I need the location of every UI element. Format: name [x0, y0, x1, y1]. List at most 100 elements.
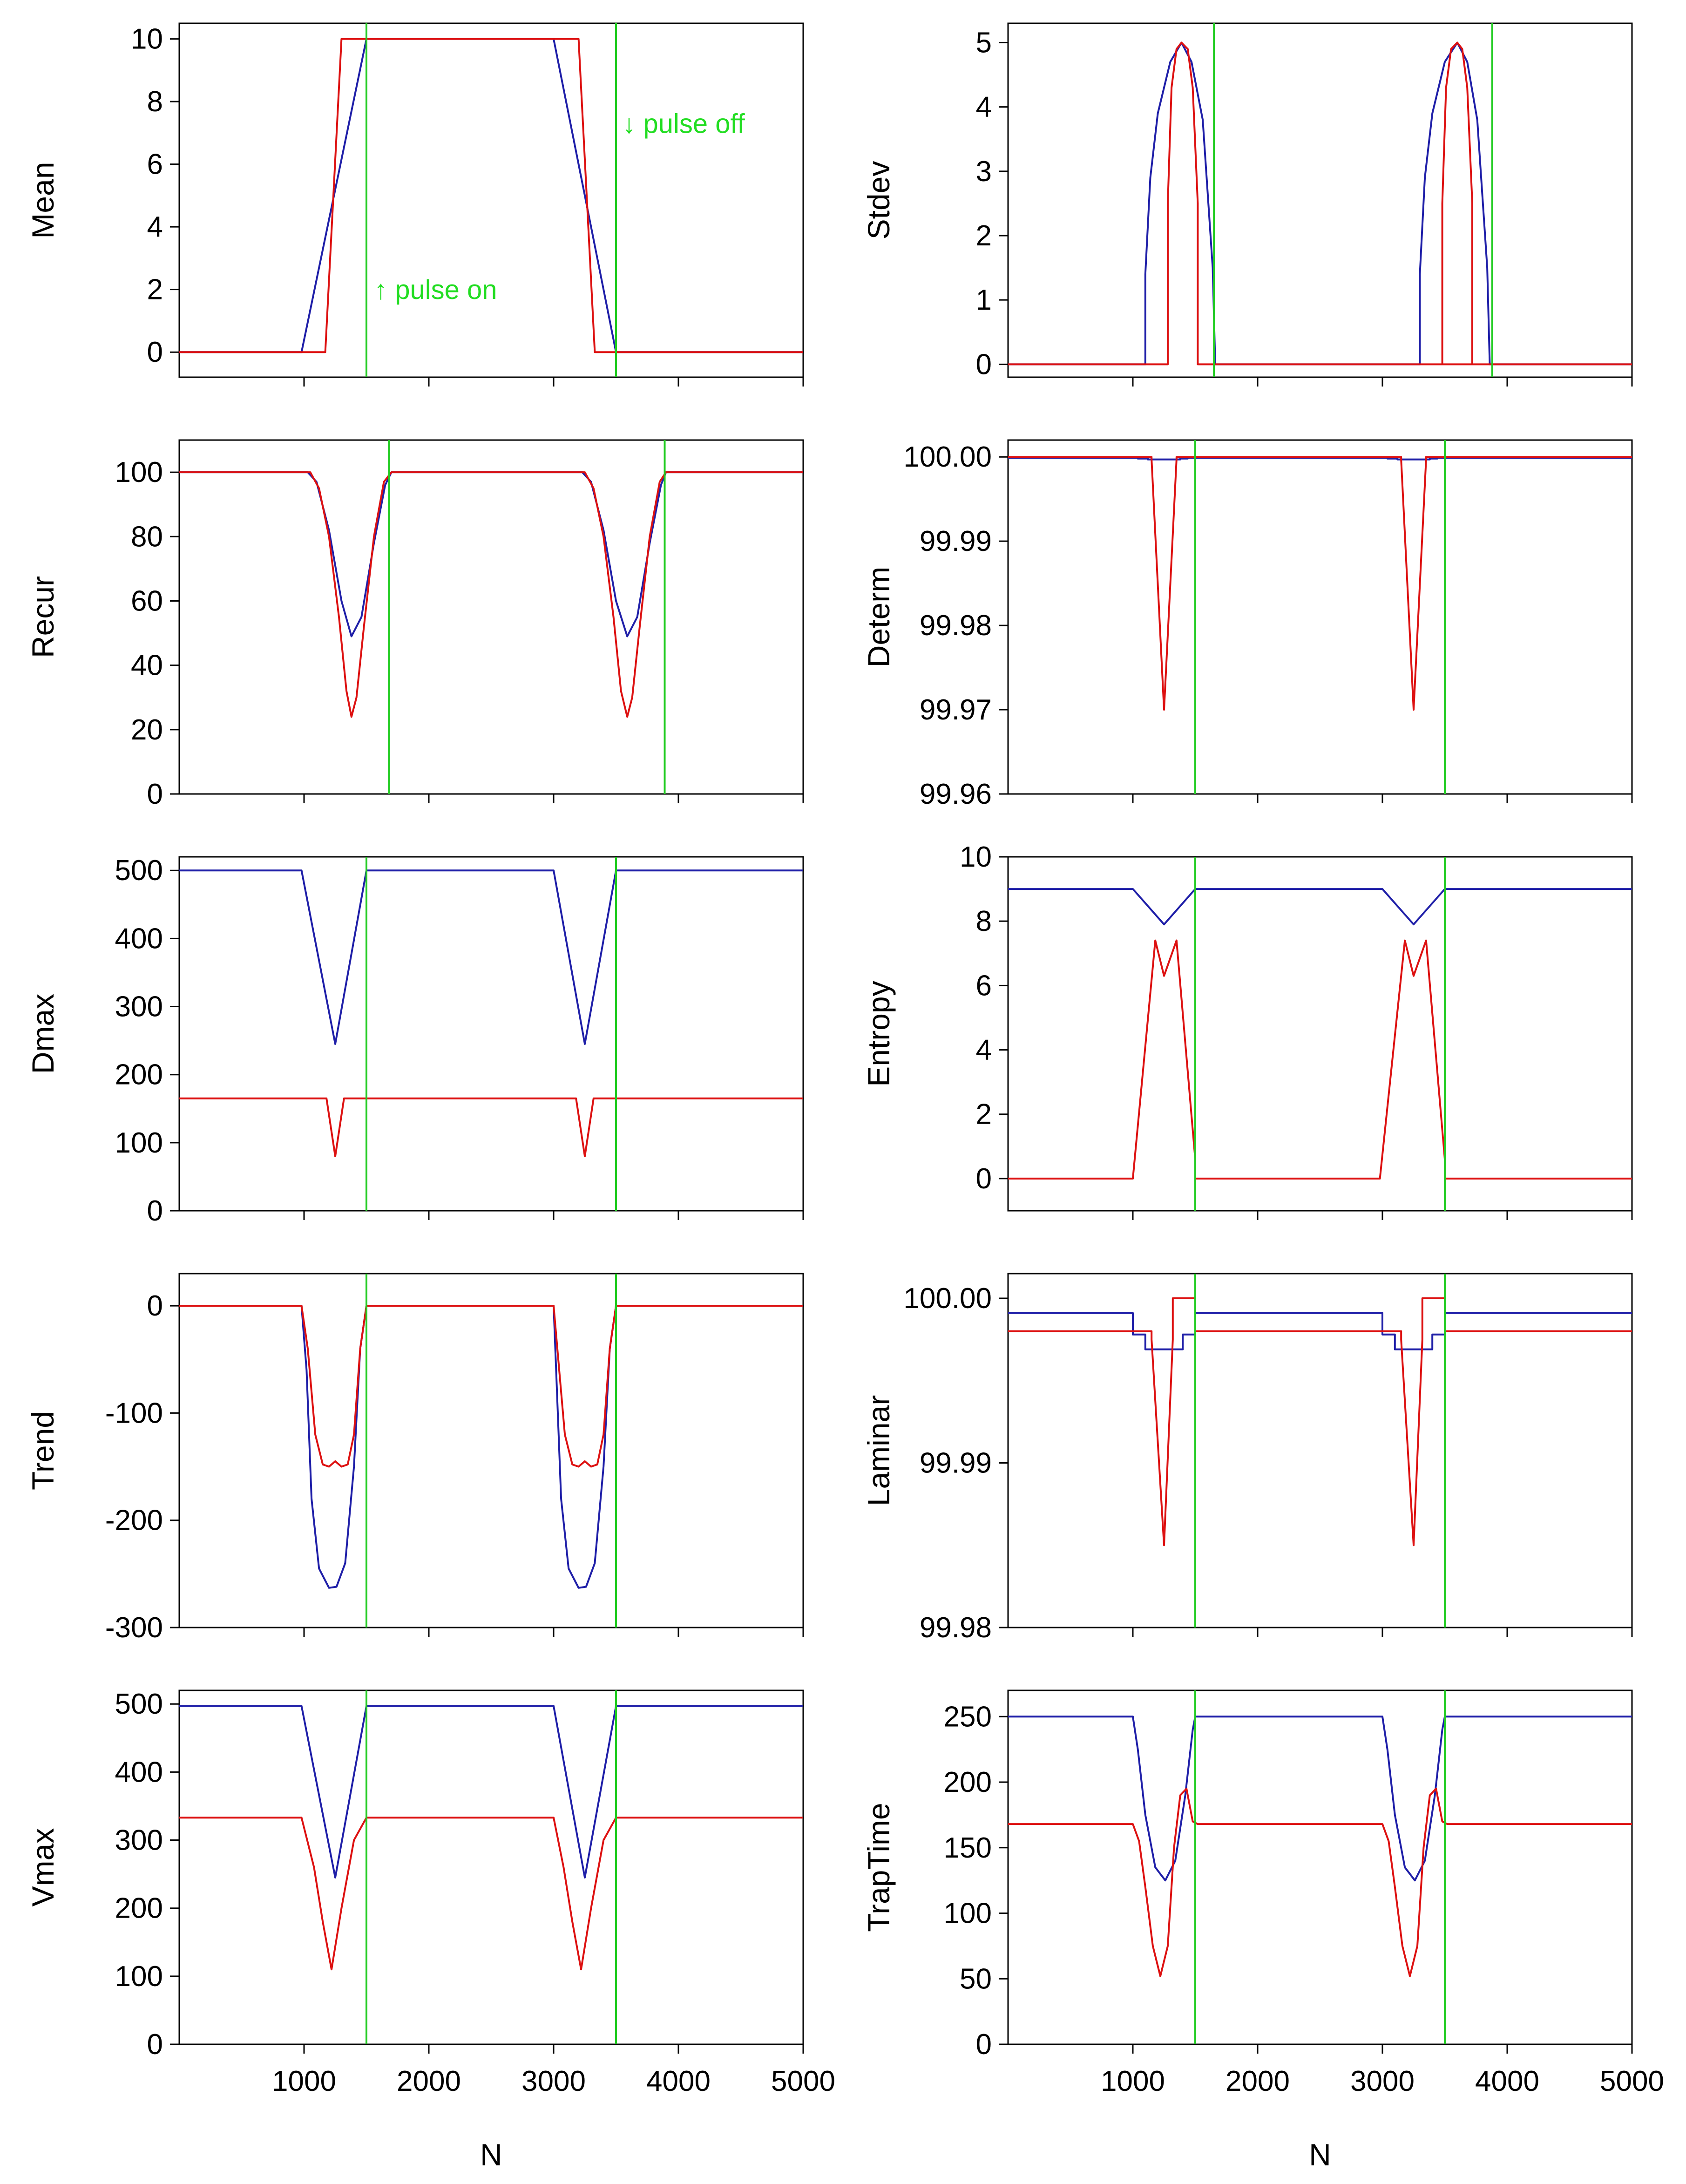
panel-vmax-y-tick-label: 400 [115, 1756, 163, 1788]
panel-mean-y-tick-label: 6 [147, 149, 163, 181]
panel-traptime-xlabel: N [1309, 2137, 1331, 2172]
panel-mean-frame [178, 22, 804, 378]
panel-recur-series-red [179, 471, 803, 718]
panel-stdev-series-red [1008, 41, 1632, 366]
panel-trend: -300 -200 -100 0 Trend [26, 1273, 804, 1644]
panel-traptime-plot-area [1008, 1690, 1632, 2044]
panel-mean-series-blue [179, 38, 803, 353]
panel-trend-y-tick-label: -200 [105, 1505, 163, 1537]
panel-stdev: 0 1 2 3 4 5 Stdev [861, 22, 1633, 387]
panel-entropy-series-red [1008, 939, 1632, 1180]
panel-vmax: 1000 2000 3000 4000 5000 0 100 200 300 400 500 Vmax… [26, 1688, 835, 2172]
panel-vmax-y-tick-label: 100 [115, 1960, 163, 1993]
panel-dmax-y-tick-label: 0 [147, 1195, 163, 1227]
panel-determ-plot-area [1008, 440, 1632, 794]
panel-stdev-plot-area [1008, 23, 1632, 377]
panel-traptime-frame [1007, 1689, 1633, 2045]
panel-entropy-series-blue [1008, 888, 1632, 926]
panel-stdev-y-tick-label: 1 [976, 284, 992, 316]
panel-laminar-y-tick-label: 99.99 [920, 1447, 992, 1479]
panel-traptime-ylabel: TrapTime [861, 1803, 896, 1932]
panel-laminar-series-blue [1008, 1312, 1632, 1350]
panel-mean-y-tick-label: 0 [147, 336, 163, 368]
panel-traptime-y-tick-label: 0 [976, 2028, 992, 2061]
panel-traptime-x-tick-label: 2000 [1226, 2065, 1290, 2097]
panel-laminar-y-tick-label: 100.00 [903, 1282, 992, 1315]
panel-recur-ylabel: Recur [26, 576, 60, 658]
panel-mean-series-red [179, 38, 803, 353]
panel-stdev-series-red2 [1441, 41, 1473, 365]
panel-traptime-y-tick-label: 50 [960, 1963, 992, 1995]
panel-vmax-x-tick-label: 3000 [521, 2065, 586, 2097]
panel-laminar-ylabel: Laminar [861, 1395, 896, 1506]
panel-trend-series-blue [179, 1305, 803, 1589]
panel-recur-y-tick-label: 60 [131, 585, 163, 617]
panel-stdev-y-tick-label: 5 [976, 27, 992, 59]
panel-stdev-y-tick-label: 0 [976, 348, 992, 380]
panel-stdev-ylabel: Stdev [861, 161, 896, 240]
panel-mean-ylabel: Mean [26, 162, 60, 238]
panel-mean-y-tick-label: 10 [131, 23, 163, 55]
panel-dmax-series-blue [179, 869, 803, 1045]
panel-vmax-y-tick-label: 300 [115, 1825, 163, 1857]
panel-recur-y-tick-label: 20 [131, 714, 163, 746]
panel-determ-y-tick-label: 99.96 [920, 778, 992, 810]
panel-laminar-y-tick-label: 99.98 [920, 1612, 992, 1644]
panel-vmax-y-tick-label: 500 [115, 1688, 163, 1720]
panel-entropy-y-tick-label: 6 [976, 970, 992, 1002]
panel-determ-y-tick-label: 99.98 [920, 610, 992, 642]
panel-recur-plot-area [179, 440, 803, 794]
panel-determ-frame [1007, 439, 1633, 795]
panel-traptime-series-red [1008, 1788, 1632, 1977]
panel-vmax-ylabel: Vmax [26, 1828, 60, 1907]
panel-dmax-ylabel: Dmax [26, 994, 60, 1074]
panel-trend-y-tick-label: 0 [147, 1290, 163, 1322]
panel-vmax-y-tick-label: 0 [147, 2028, 163, 2061]
panel-dmax-frame [178, 856, 804, 1212]
panel-determ-y-tick-label: 99.99 [920, 525, 992, 557]
panel-determ-y-tick-label: 99.97 [920, 694, 992, 726]
panel-trend-y-tick-label: -100 [105, 1397, 163, 1429]
panel-dmax-y-tick-label: 200 [115, 1059, 163, 1091]
panel-laminar-series-red [1008, 1297, 1632, 1546]
panel-dmax-series-red [179, 1097, 803, 1158]
panel-vmax-x-tick-label: 2000 [397, 2065, 461, 2097]
panel-stdev-y-tick-label: 4 [976, 91, 992, 123]
panel-vmax-x-tick-label: 5000 [771, 2065, 835, 2097]
panel-determ: 99.96 99.97 99.98 99.99 100.00 Determ [861, 439, 1633, 810]
panel-vmax-xlabel: N [480, 2137, 502, 2172]
panel-entropy-frame [1007, 856, 1633, 1212]
panel-recur-y-tick-label: 40 [131, 650, 163, 682]
panel-vmax-x-tick-label: 1000 [272, 2065, 336, 2097]
panel-traptime-y-tick-label: 250 [944, 1701, 992, 1733]
panel-mean-plot-area [179, 23, 803, 377]
panel-dmax-y-tick-label: 300 [115, 991, 163, 1023]
panel-recur-series-blue [179, 471, 803, 638]
panel-recur-y-tick-label: 0 [147, 778, 163, 810]
panel-trend-plot-area [179, 1274, 803, 1628]
panel-mean-y-tick-label: 2 [147, 274, 163, 306]
panel-traptime-y-tick-label: 100 [944, 1898, 992, 1930]
panel-traptime-x-tick-label: 5000 [1600, 2065, 1664, 2097]
panel-dmax-y-tick-label: 400 [115, 922, 163, 955]
panel-entropy-ylabel: Entropy [861, 981, 896, 1086]
panel-entropy-y-tick-label: 2 [976, 1099, 992, 1131]
panel-traptime-series-blue [1008, 1716, 1632, 1882]
panel-traptime-y-tick-label: 150 [944, 1832, 992, 1864]
panel-traptime-x-tick-label: 1000 [1101, 2065, 1165, 2097]
panel-vmax-series-red [179, 1817, 803, 1971]
panel-vmax-series-blue [179, 1705, 803, 1879]
panel-determ-ylabel: Determ [861, 567, 896, 667]
panel-mean-annotation: ↑ pulse on [374, 275, 497, 305]
panel-vmax-y-tick-label: 200 [115, 1892, 163, 1925]
panel-recur-y-tick-label: 100 [115, 456, 163, 488]
panel-entropy-y-tick-label: 10 [960, 841, 992, 873]
panel-dmax: 0 100 200 300 400 500 Dmax [26, 855, 804, 1227]
panel-laminar: 99.98 99.99 100.00 Laminar [861, 1273, 1633, 1644]
panel-traptime-y-tick-label: 200 [944, 1766, 992, 1798]
panel-determ-y-tick-label: 100.00 [903, 441, 992, 473]
panel-stdev-y-tick-label: 3 [976, 156, 992, 188]
panel-vmax-frame [178, 1689, 804, 2045]
panel-determ-series-red [1008, 456, 1632, 711]
